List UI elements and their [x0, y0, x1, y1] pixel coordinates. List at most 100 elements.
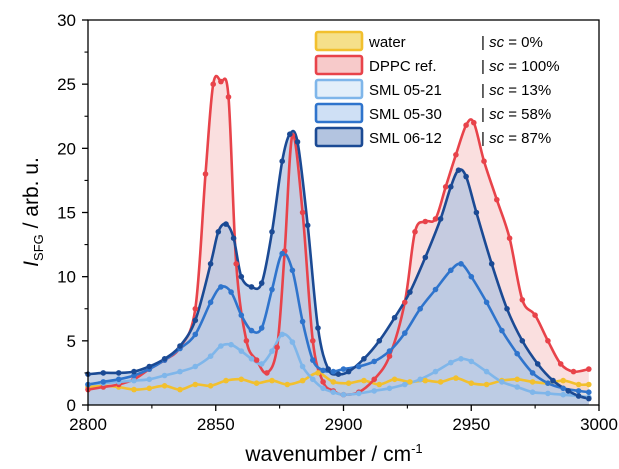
data-point	[481, 158, 487, 164]
data-point	[468, 273, 475, 280]
data-point	[177, 386, 183, 393]
x-axis-label: wavenumber / cm-1	[244, 441, 422, 466]
y-tick-label: 0	[67, 396, 76, 415]
data-point	[258, 280, 265, 286]
data-point	[391, 314, 398, 321]
data-point	[299, 209, 306, 216]
data-point	[453, 152, 459, 158]
data-point	[417, 306, 424, 312]
legend-swatch	[314, 126, 364, 148]
data-point	[437, 379, 444, 385]
x-tick-label: 2850	[197, 415, 235, 434]
data-point	[371, 388, 378, 394]
data-point	[345, 380, 352, 387]
data-point	[560, 385, 566, 392]
data-point	[514, 350, 520, 357]
data-point	[575, 388, 582, 394]
data-point	[391, 376, 398, 383]
data-point	[207, 353, 214, 360]
data-point	[345, 368, 352, 375]
data-point	[161, 356, 168, 362]
data-point	[519, 297, 526, 303]
data-point	[506, 235, 513, 241]
data-point	[100, 370, 107, 376]
data-point	[417, 376, 424, 383]
data-point	[218, 284, 224, 290]
data-point	[131, 368, 137, 375]
data-point	[534, 361, 541, 367]
y-tick-label: 5	[67, 332, 76, 351]
data-point	[192, 381, 199, 388]
data-point	[238, 348, 245, 354]
y-tick-label: 30	[57, 11, 76, 30]
data-point	[228, 341, 234, 348]
data-point	[258, 361, 265, 367]
data-point	[532, 312, 538, 319]
data-point	[356, 390, 362, 397]
data-point	[225, 94, 232, 100]
data-point	[264, 370, 270, 376]
data-point	[315, 325, 321, 331]
data-point	[304, 222, 311, 229]
data-point	[223, 221, 229, 227]
data-point	[529, 379, 536, 385]
data-point	[468, 380, 475, 387]
data-point	[437, 216, 444, 222]
data-point	[207, 383, 214, 389]
data-point	[340, 391, 347, 398]
data-point	[243, 338, 250, 344]
data-point	[238, 312, 245, 319]
data-point	[458, 356, 464, 362]
y-tick-label: 25	[57, 75, 76, 94]
data-point	[402, 330, 408, 336]
series-line-0	[87, 371, 589, 391]
data-point	[529, 370, 536, 376]
legend-sc: | sc = 13%	[481, 82, 551, 99]
data-point	[131, 372, 137, 379]
data-point	[289, 267, 296, 274]
data-point	[269, 286, 275, 293]
data-point	[448, 359, 454, 366]
data-point	[192, 306, 199, 312]
data-point	[320, 367, 326, 374]
data-point	[115, 376, 122, 383]
data-point	[207, 261, 214, 267]
data-point	[253, 380, 260, 387]
data-point	[248, 356, 255, 362]
data-point	[299, 363, 306, 370]
data-point	[210, 81, 216, 87]
data-point	[545, 390, 551, 397]
data-point	[131, 377, 137, 384]
data-point	[514, 376, 520, 383]
data-point	[284, 381, 291, 388]
data-point	[560, 391, 566, 398]
legend-swatch	[314, 102, 364, 124]
data-point	[463, 173, 469, 180]
data-point	[586, 395, 592, 402]
legend-sc: | sc = 87%	[481, 130, 551, 147]
data-point	[422, 218, 429, 225]
data-point	[557, 361, 564, 367]
data-point	[473, 209, 480, 216]
data-point	[294, 139, 301, 145]
x-tick-label: 2800	[69, 415, 107, 434]
data-point	[504, 306, 510, 312]
data-point	[455, 167, 462, 173]
data-point	[376, 381, 383, 388]
data-point	[161, 372, 168, 379]
x-tick-label: 3000	[580, 415, 618, 434]
data-point	[586, 389, 592, 396]
data-point	[115, 370, 122, 376]
data-point	[453, 375, 459, 381]
data-point	[519, 338, 526, 344]
data-point	[274, 344, 280, 351]
data-point	[146, 385, 153, 392]
data-point	[575, 381, 582, 388]
data-point	[192, 317, 199, 324]
data-point	[238, 376, 245, 383]
data-point	[432, 368, 439, 375]
data-point	[494, 196, 500, 203]
data-point	[238, 273, 245, 280]
data-point	[315, 370, 321, 376]
